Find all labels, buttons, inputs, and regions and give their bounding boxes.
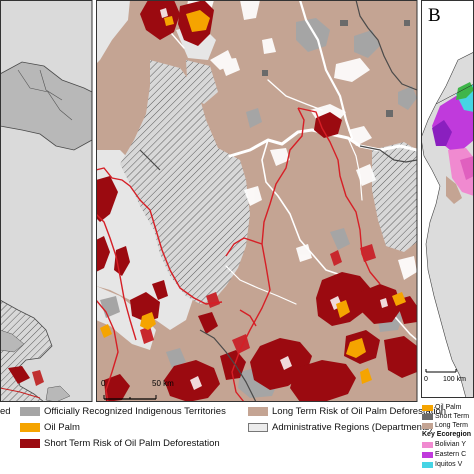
- panel-b-legend-oil-palm: Oil Palm: [422, 404, 461, 411]
- department-boundaries: [96, 107, 381, 402]
- panel-b-scale-zero: 0: [424, 376, 428, 383]
- legend-item-oil-palm: Oil Palm: [20, 422, 80, 433]
- legend-label-partial: ed: [0, 406, 11, 417]
- legend-item-short-term-risk: Short Term Risk of Oil Palm Deforestatio…: [20, 438, 220, 449]
- main-scale-distance: 50 km: [152, 379, 174, 388]
- map-legend: ed Officially Recognized Indigenous Terr…: [0, 402, 446, 474]
- panel-b-letter: B: [428, 5, 441, 26]
- panel-b-legend: Oil Palm Short Term Long Term Key Ecoreg…: [420, 398, 474, 474]
- panel-b-ecoregion-eastern: Eastern C: [422, 451, 466, 458]
- legend-item-partial: ed: [0, 406, 11, 417]
- panel-b-label-short-term: Short Term: [435, 413, 470, 420]
- indigenous-swatch: [20, 407, 40, 416]
- eastern-swatch: [422, 451, 433, 458]
- indigenous-territory-east: [372, 142, 417, 252]
- legend-item-long-term-risk: Long Term Risk of Oil Palm Deforestation: [248, 406, 446, 417]
- short-term-swatch: [20, 439, 40, 448]
- legend-item-admin-regions: Administrative Regions (Departments): [248, 422, 433, 433]
- panel-b-oil-palm-swatch: [422, 404, 433, 411]
- long-term-swatch: [248, 407, 268, 416]
- legend-label-long-term: Long Term Risk of Oil Palm Deforestation: [272, 406, 447, 417]
- left-inset-map: [0, 0, 92, 402]
- panel-b-legend-long-term: Long Term: [422, 422, 468, 429]
- panel-b-label-eastern: Eastern C: [435, 451, 467, 458]
- legend-label-short-term: Short Term Risk of Oil Palm Deforestatio…: [44, 438, 220, 449]
- panel-b-ecoregion-iquitos: Iquitos V: [422, 461, 462, 468]
- left-region-south: [0, 299, 53, 402]
- bolivian-swatch: [422, 441, 433, 448]
- main-scale-zero: 0: [101, 379, 106, 388]
- panel-b-label-oil-palm: Oil Palm: [435, 404, 462, 411]
- panel-b-ecoregion-title: Key Ecoregion: [422, 431, 472, 438]
- left-region-north: [0, 61, 92, 151]
- panel-b-map: [421, 0, 474, 398]
- legend-label-indigenous: Officially Recognized Indigenous Territo…: [44, 406, 226, 417]
- short-term-risk-areas: [96, 0, 417, 402]
- iquitos-swatch: [422, 461, 433, 468]
- indigenous-territory-large: [120, 60, 250, 304]
- panel-b-scale-distance: 100 km: [443, 376, 466, 383]
- oil-palm-swatch: [20, 423, 40, 432]
- main-scale-bar: [103, 395, 157, 400]
- legend-item-indigenous-territories: Officially Recognized Indigenous Territo…: [20, 406, 226, 417]
- main-map: [96, 0, 417, 402]
- panel-b-long-term-swatch: [422, 422, 433, 429]
- admin-regions-swatch: [248, 423, 268, 432]
- oil-palm-areas: [100, 10, 406, 384]
- panel-b-ecoregion-bolivian: Bolivian Y: [422, 441, 466, 448]
- panel-b-label-bolivian: Bolivian Y: [435, 441, 467, 448]
- panel-b-legend-short-term: Short Term: [422, 413, 469, 420]
- panel-b-label-iquitos: Iquitos V: [435, 461, 463, 468]
- legend-label-admin-regions: Administrative Regions (Departments): [272, 422, 433, 433]
- legend-label-oil-palm: Oil Palm: [44, 422, 80, 433]
- panel-b-label-long-term: Long Term: [435, 422, 468, 429]
- panel-b-short-term-swatch: [422, 413, 433, 420]
